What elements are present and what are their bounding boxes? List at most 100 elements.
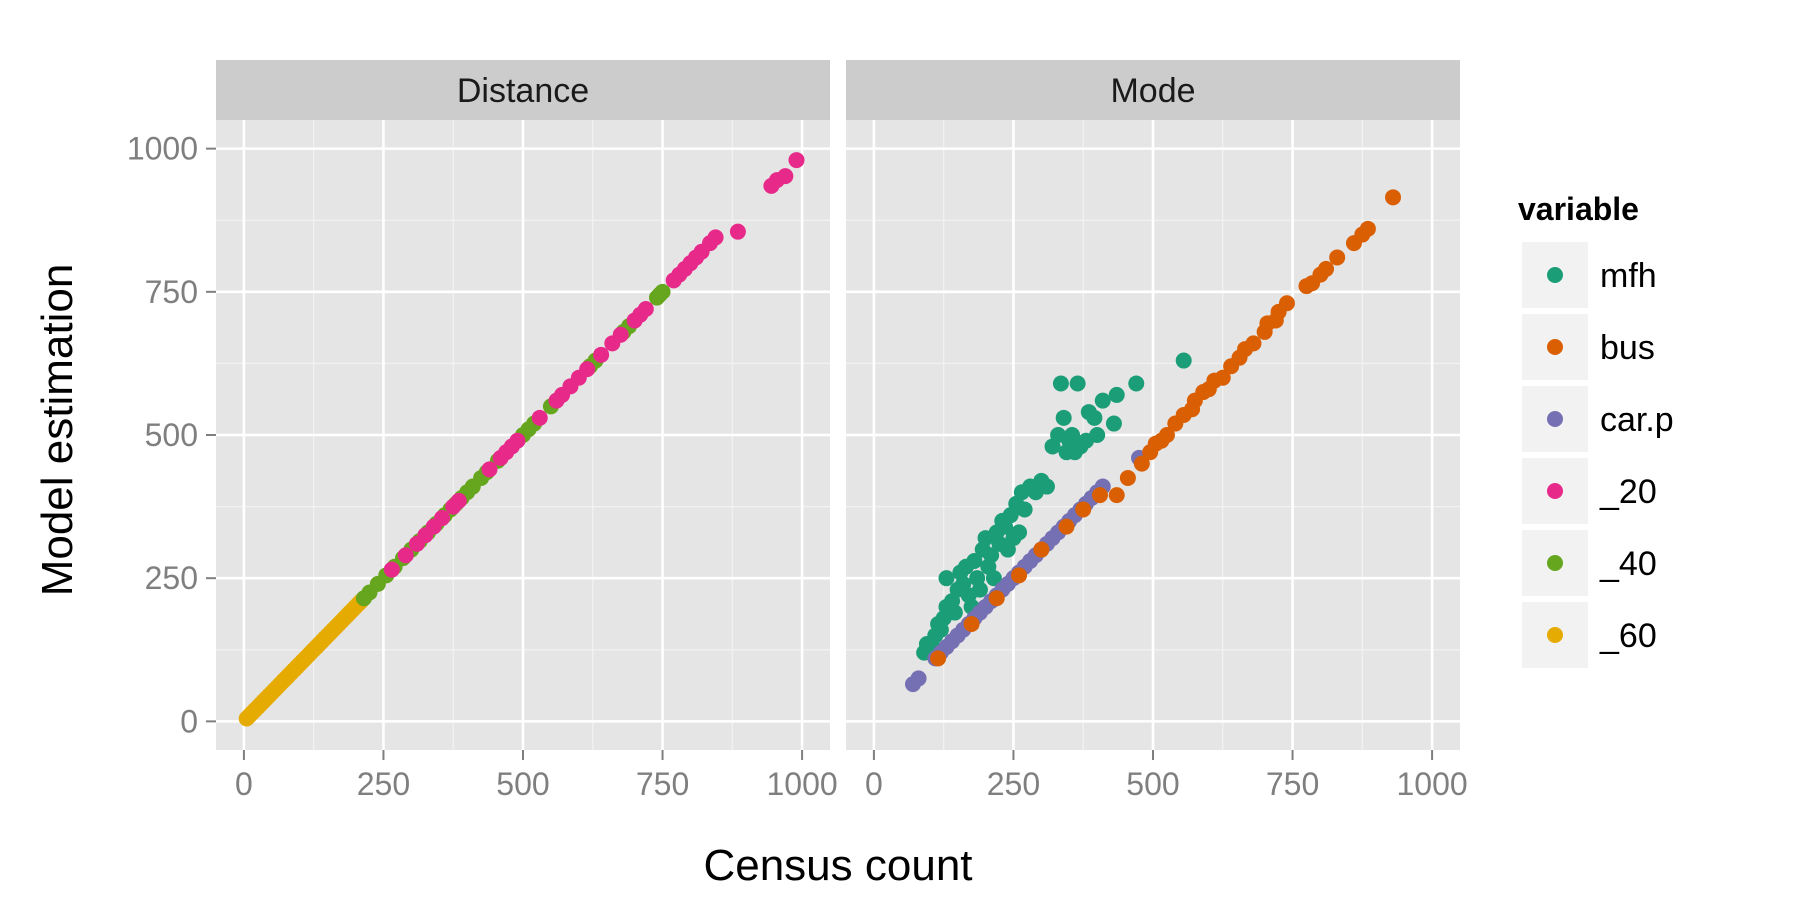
data-point xyxy=(729,223,746,240)
legend-item-bus: bus xyxy=(1522,314,1655,380)
data-point xyxy=(966,553,983,569)
legend-item-_60: _60 xyxy=(1522,602,1657,668)
data-point xyxy=(1385,189,1402,206)
data-point xyxy=(1075,501,1092,518)
data-point xyxy=(1318,260,1335,277)
legend-label: _60 xyxy=(1599,617,1657,655)
data-point xyxy=(637,301,654,317)
legend-item-_40: _40 xyxy=(1522,530,1657,596)
data-point xyxy=(612,326,629,343)
legend-label: _40 xyxy=(1599,545,1657,583)
data-point xyxy=(1245,335,1262,352)
data-point xyxy=(985,570,1002,587)
legend-marker xyxy=(1547,555,1563,571)
y-axis-title: Model estimation xyxy=(33,264,82,597)
data-point xyxy=(971,581,988,598)
x-tick-label: 0 xyxy=(865,766,883,802)
legend-label: bus xyxy=(1600,329,1655,367)
legend-marker xyxy=(1547,411,1563,427)
data-point xyxy=(946,604,963,621)
x-tick-label: 500 xyxy=(496,766,549,802)
strip-label: Distance xyxy=(457,72,589,110)
legend-item-car.p: car.p xyxy=(1522,386,1674,452)
x-tick-label: 1000 xyxy=(766,766,837,802)
x-tick-label: 0 xyxy=(235,766,253,802)
data-point xyxy=(930,650,947,667)
data-point xyxy=(1091,487,1108,504)
legend-label: _20 xyxy=(1599,473,1657,511)
panel-distance: Distance 0 250 500 750 1000 0 250 500 750 1000 xyxy=(127,60,838,802)
y-tick-label: 750 xyxy=(145,274,198,310)
series-_20 xyxy=(383,152,805,578)
y-tick-label: 1000 xyxy=(127,131,198,167)
data-point xyxy=(1278,295,1295,312)
data-point xyxy=(1038,478,1055,495)
data-point xyxy=(988,590,1005,607)
data-point xyxy=(1016,501,1033,518)
data-point xyxy=(1052,375,1069,392)
data-point xyxy=(1108,386,1125,403)
legend-item-mfh: mfh xyxy=(1522,242,1657,308)
data-point xyxy=(481,461,498,478)
x-axis-title: Census count xyxy=(703,841,972,890)
legend-marker xyxy=(1547,339,1563,355)
data-point xyxy=(1175,352,1192,369)
legend-marker xyxy=(1547,267,1563,283)
x-tick-label: 250 xyxy=(357,766,410,802)
data-point xyxy=(1214,369,1231,386)
data-point xyxy=(434,510,451,527)
data-point xyxy=(531,409,548,426)
data-point xyxy=(579,361,596,378)
data-point xyxy=(1108,487,1125,504)
data-point xyxy=(1011,524,1028,541)
data-point xyxy=(788,152,805,169)
data-point xyxy=(397,547,414,564)
data-point xyxy=(910,670,927,687)
data-point xyxy=(1069,375,1086,392)
data-point xyxy=(777,168,794,185)
data-point xyxy=(1058,518,1075,535)
legend: variable mfh bus car.p _20 _40 _60 xyxy=(1518,191,1674,668)
data-point xyxy=(707,229,724,246)
legend-label: car.p xyxy=(1600,401,1674,439)
data-point xyxy=(1329,249,1346,266)
data-point xyxy=(1011,567,1028,584)
legend-label: mfh xyxy=(1600,257,1657,295)
legend-items: mfh bus car.p _20 _40 _60 xyxy=(1522,242,1674,668)
strip-label: Mode xyxy=(1110,72,1195,110)
data-point xyxy=(1086,409,1103,426)
legend-marker xyxy=(1547,483,1563,499)
series-bus xyxy=(930,189,1402,667)
data-point xyxy=(1158,427,1175,443)
x-tick-label: 250 xyxy=(987,766,1040,802)
strip-background xyxy=(216,60,830,120)
legend-title: variable xyxy=(1518,191,1639,227)
data-point xyxy=(1128,375,1145,392)
data-point xyxy=(593,346,610,363)
data-point xyxy=(1089,427,1106,443)
data-point xyxy=(983,547,1000,564)
legend-marker xyxy=(1547,627,1563,643)
panel-mode: Mode 0 250 500 750 1000 xyxy=(846,60,1468,802)
data-point xyxy=(509,432,526,449)
y-tick-label: 500 xyxy=(145,417,198,453)
data-point xyxy=(1055,409,1072,426)
data-point xyxy=(450,492,467,509)
data-point xyxy=(1359,220,1376,237)
x-tick-label: 750 xyxy=(636,766,689,802)
data-point xyxy=(938,570,955,587)
x-tick-label: 1000 xyxy=(1396,766,1467,802)
data-point xyxy=(1094,392,1111,409)
y-tick-label: 250 xyxy=(145,560,198,596)
legend-item-_20: _20 xyxy=(1522,458,1657,524)
data-point xyxy=(963,616,980,632)
data-point xyxy=(1133,455,1150,472)
x-tick-label: 750 xyxy=(1266,766,1319,802)
data-point xyxy=(1105,415,1122,432)
x-tick-label: 500 xyxy=(1126,766,1179,802)
data-point xyxy=(1033,541,1050,558)
data-point xyxy=(654,283,671,300)
y-tick-label: 0 xyxy=(180,703,198,739)
